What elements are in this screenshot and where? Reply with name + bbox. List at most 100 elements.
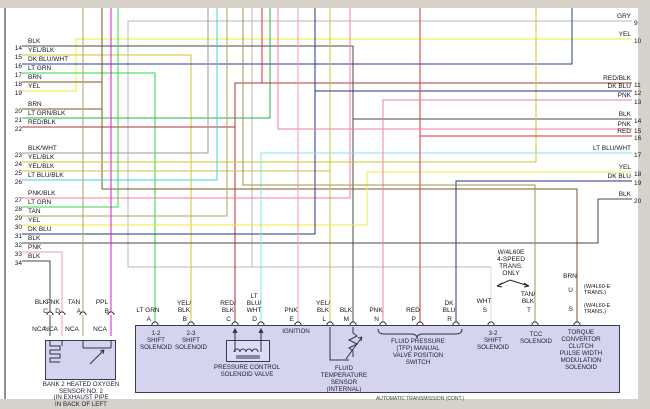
left-pin-number-25: 25 <box>14 170 22 177</box>
shift-solenoid-3-2-label: 3-2 SHIFT SOLENOID <box>477 330 509 351</box>
right-pin-number-11: 11 <box>634 82 641 89</box>
connector-pin-color-d3: LT BLU/ WHT <box>246 293 262 314</box>
connector-arc-s13 <box>573 321 581 326</box>
fluid-temp-sensor-label: FLUID TEMPERATURE SENSOR (INTERNAL) <box>320 365 368 393</box>
right-pin-label-16: RED <box>617 128 631 135</box>
connector-pin-letter-m6: M <box>343 316 349 323</box>
right-pin-label-13: PNK <box>617 92 631 99</box>
o2-pin-letter-c: C <box>43 308 48 315</box>
connector-pin-letter-s13: S <box>568 306 573 313</box>
o2-pin-color-a: TAN <box>67 299 81 306</box>
wire-yel-0 <box>22 38 632 92</box>
left-pin-number-26: 26 <box>14 179 22 186</box>
tfp-brace <box>377 328 463 339</box>
right-pin-label-20: BLK <box>618 191 631 198</box>
right-pin-number-17: 17 <box>634 152 642 159</box>
left-pin-number-15: 15 <box>14 54 22 61</box>
s-pin-note: (W/4L60-E TRANS.) <box>584 303 611 315</box>
left-border-line <box>4 8 6 399</box>
right-pin-label-12: DK BLU <box>607 83 631 90</box>
left-pin-label-32: BLK <box>28 235 41 242</box>
left-pin-label-18: BRN <box>28 74 42 81</box>
wire-blk-4 <box>22 45 354 322</box>
connector-arc-b1 <box>187 321 195 326</box>
right-pin-label-11: RED/BLK <box>603 75 631 82</box>
coil-symbol <box>233 348 260 359</box>
left-pin-number-21: 21 <box>14 117 22 124</box>
right-chrome-bar <box>638 0 650 409</box>
connector-arc-c2 <box>231 321 239 326</box>
wire-dk-blu-25 <box>22 8 316 235</box>
connector-pin-color-a0: LT GRN <box>136 307 160 314</box>
o2-pin-nca-d: NCA <box>44 326 58 333</box>
wire-lt-grn-blk-12 <box>22 8 271 119</box>
wire-blk-wht-16 <box>22 8 209 154</box>
right-pin-number-20: 20 <box>634 198 642 205</box>
left-pin-number-16: 16 <box>14 63 22 70</box>
o2-heater-symbol <box>49 340 63 363</box>
top-chrome-bar <box>0 0 650 8</box>
wire-yel-blk-17 <box>22 8 537 163</box>
left-pin-number-32: 32 <box>14 242 22 249</box>
left-pin-label-34: BLK <box>28 253 41 260</box>
bottom-caption: AUTOMATIC TRANSMISSION (CONT.) <box>375 396 465 402</box>
wire-yel-24 <box>22 171 632 226</box>
connector-pin-letter-n7: N <box>374 316 379 323</box>
left-pin-label-31: DK BLU <box>28 226 52 233</box>
right-pin-label-18: YEL <box>618 164 631 171</box>
o2-connector-arc-b <box>107 311 115 316</box>
o2-pin-nca-b: NCA <box>93 326 107 333</box>
left-pin-number-30: 30 <box>14 224 22 231</box>
left-pin-label-29: TAN <box>28 208 41 215</box>
tfp-switch-label: FLUID PRESSURE (TFP) MANUAL VALVE POSITI… <box>391 338 445 366</box>
connector-pin-color-t11: TAN/ BLK <box>520 291 536 305</box>
left-pin-label-21: LT GRN/BLK <box>28 110 66 117</box>
wire-dk-blu-33 <box>455 180 632 322</box>
left-pin-number-14: 14 <box>14 45 22 52</box>
left-pin-number-19: 19 <box>14 90 22 97</box>
right-pin-label-15: PNK <box>617 121 631 128</box>
left-pin-number-31: 31 <box>14 233 22 240</box>
left-pin-label-28: LT GRN <box>28 199 52 206</box>
right-pin-label-9: GRY <box>617 13 631 20</box>
shift-solenoid-2-3-label: 2-3 SHIFT SOLENOID <box>175 330 207 351</box>
o2-pin-nca-c: NCA <box>32 326 46 333</box>
left-pin-number-34: 34 <box>14 260 22 267</box>
wire-lt-grn-8 <box>22 72 156 322</box>
left-pin-label-26: LT BLU/BLK <box>28 172 64 179</box>
o2-pin-color-b: PPL <box>95 299 109 306</box>
thermistor-link <box>329 327 349 361</box>
left-pin-label-23: BLK/WHT <box>28 145 57 152</box>
left-pin-label-16: DK BLU/WHT <box>28 56 69 63</box>
connector-arc-l5 <box>326 321 334 326</box>
wire-tan-blk-39 <box>242 8 536 322</box>
wire-lt-blu-blk-20 <box>22 8 218 181</box>
left-pin-label-24: YEL/BLK <box>28 154 55 161</box>
connector-arc-p8 <box>416 321 424 326</box>
pressure-control-label: PRESSURE CONTROL SOLENOID VALVE <box>213 364 281 378</box>
left-pin-label-27: PNK/BLK <box>28 190 56 197</box>
connector-arc-r9 <box>452 321 460 326</box>
connector-arc-m6 <box>349 321 357 326</box>
wire-gry-1 <box>127 20 632 268</box>
wire-dk-blu-wht-7 <box>22 8 573 65</box>
right-pin-number-18: 18 <box>634 171 642 178</box>
connector-pin-color-e4: PNK <box>284 307 298 314</box>
bottom-chrome-bar <box>0 399 650 409</box>
connector-pin-letter-l5: L <box>322 316 326 323</box>
ignition-label: IGNITION <box>282 328 310 335</box>
trans-only-note: W/4L60E 4-SPEED TRANS. ONLY <box>497 249 525 277</box>
connector-pin-letter-t11: T <box>527 307 531 314</box>
connector-arc-s10 <box>487 321 495 326</box>
thermistor-arrow <box>345 336 363 360</box>
connector-arc-n7 <box>379 321 387 326</box>
right-pin-number-13: 13 <box>634 99 642 106</box>
connector-pin-letter-p8: P <box>411 316 416 323</box>
wire-brn-10 <box>101 8 578 322</box>
o2-connector-arc-c <box>46 311 54 316</box>
connector-pin-letter-d3: D <box>252 316 257 323</box>
connector-pin-color-n7: PNK <box>369 307 383 314</box>
left-pin-number-23: 23 <box>14 152 22 159</box>
